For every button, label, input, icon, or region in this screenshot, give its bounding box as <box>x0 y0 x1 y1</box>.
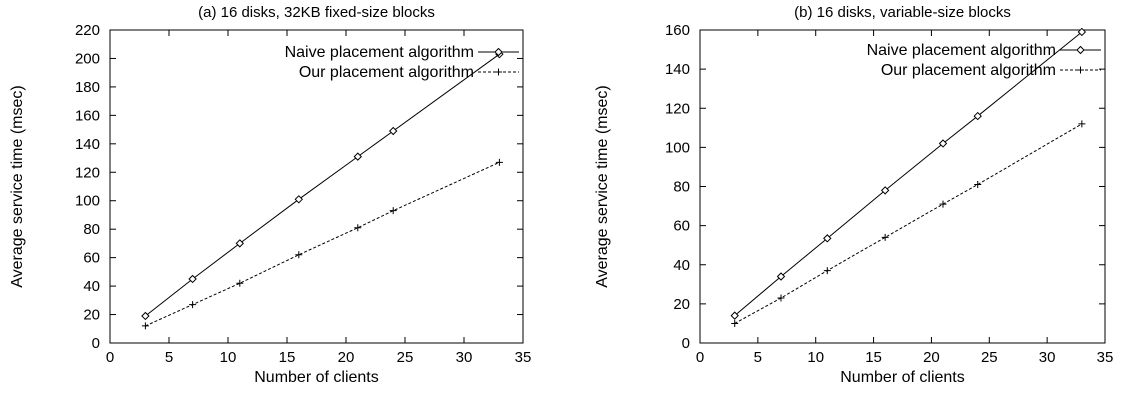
y-axis-label: Average service time (msec) <box>594 85 611 287</box>
series-0 <box>730 27 1087 320</box>
y-tick-label: 80 <box>83 221 100 238</box>
data-point <box>1077 27 1087 37</box>
data-point <box>389 207 397 215</box>
y-tick-label: 160 <box>75 107 100 124</box>
y-tick-label: 60 <box>83 250 100 267</box>
x-tick-label: 35 <box>1097 349 1114 366</box>
data-point <box>236 279 244 287</box>
data-point <box>188 274 197 284</box>
data-point <box>189 301 197 309</box>
data-point <box>294 195 304 204</box>
legend-marker <box>494 47 503 57</box>
x-tick-label: 20 <box>923 349 940 366</box>
data-point <box>235 239 245 248</box>
data-point <box>141 311 150 321</box>
legend-marker <box>1077 66 1084 74</box>
y-tick-label: 20 <box>673 296 690 313</box>
y-tick-label: 0 <box>682 335 690 352</box>
chart-a: (a) 16 disks, 32KB fixed-size blocks 0 5 10… <box>9 4 532 386</box>
legend-label: Our placement algorithm <box>299 64 474 81</box>
legend-marker <box>1076 45 1085 55</box>
y-tick-label: 100 <box>665 139 690 156</box>
chart-b: (b) 16 disks, variable-size blocks 0 5 10 15… <box>594 4 1114 386</box>
chart-title: (a) 16 disks, 32KB fixed-size blocks <box>198 4 435 21</box>
x-tick-label: 5 <box>754 349 762 366</box>
data-point <box>939 200 947 208</box>
y-tick-label: 120 <box>665 100 690 117</box>
y-tick-label: 40 <box>673 257 690 274</box>
legend-marker <box>495 68 502 76</box>
x-tick-label: 30 <box>1039 349 1056 366</box>
y-tick-label: 80 <box>673 179 690 196</box>
chart-title: (b) 16 disks, variable-size blocks <box>794 4 1011 21</box>
y-tick-label: 140 <box>75 136 100 153</box>
y-tick-label: 20 <box>83 307 100 324</box>
y-tick-label: 180 <box>75 79 100 96</box>
y-tick-label: 160 <box>665 22 690 39</box>
plot-frame <box>109 29 524 344</box>
data-point <box>730 311 739 320</box>
data-point <box>881 233 889 241</box>
series-1 <box>141 158 503 330</box>
y-tick-label: 140 <box>665 61 690 78</box>
legend: Naive placement algorithm Our placement a… <box>285 44 519 81</box>
data-point <box>974 181 982 189</box>
x-tick-label: 35 <box>515 349 532 366</box>
data-point <box>776 272 786 281</box>
data-point <box>973 111 982 121</box>
y-axis-label: Average service time (msec) <box>9 85 26 287</box>
x-axis-label: Number of clients <box>254 369 379 386</box>
x-tick-label: 20 <box>338 349 355 366</box>
data-point <box>1078 120 1086 128</box>
data-point <box>295 251 303 259</box>
data-point <box>495 158 503 166</box>
series-line <box>145 53 500 317</box>
x-tick-label: 30 <box>456 349 473 366</box>
data-point <box>354 224 362 232</box>
series-0 <box>141 49 504 321</box>
x-tick-label: 15 <box>865 349 882 366</box>
x-tick-label: 10 <box>807 349 824 366</box>
data-point <box>823 267 831 275</box>
data-point <box>880 186 890 195</box>
data-point <box>141 322 149 330</box>
legend-label: Naive placement algorithm <box>285 44 474 61</box>
x-tick-label: 25 <box>981 349 998 366</box>
y-tick-label: 100 <box>75 193 100 210</box>
series-line <box>145 161 500 327</box>
legend: Naive placement algorithm Our placement a… <box>867 42 1101 79</box>
x-tick-label: 25 <box>397 349 414 366</box>
y-tick-label: 200 <box>75 50 100 67</box>
series-1 <box>731 120 1086 327</box>
x-tick-label: 10 <box>220 349 237 366</box>
y-tick-label: 0 <box>92 335 100 352</box>
y-tick-label: 120 <box>75 164 100 181</box>
x-tick-label: 0 <box>696 349 704 366</box>
x-tick-label: 0 <box>106 349 114 366</box>
data-point <box>823 234 832 243</box>
data-point <box>938 139 948 148</box>
data-point <box>731 319 739 327</box>
x-tick-label: 15 <box>279 349 296 366</box>
data-point <box>777 294 785 302</box>
y-tick-label: 40 <box>83 278 100 295</box>
legend-label: Naive placement algorithm <box>867 42 1056 59</box>
x-axis-label: Number of clients <box>840 369 965 386</box>
y-tick-label: 60 <box>673 218 690 235</box>
y-tick-label: 220 <box>75 22 100 39</box>
x-tick-label: 5 <box>165 349 173 366</box>
legend-label: Our placement algorithm <box>881 62 1056 79</box>
data-point <box>388 126 398 136</box>
data-point <box>353 152 363 161</box>
series-line <box>734 123 1083 324</box>
